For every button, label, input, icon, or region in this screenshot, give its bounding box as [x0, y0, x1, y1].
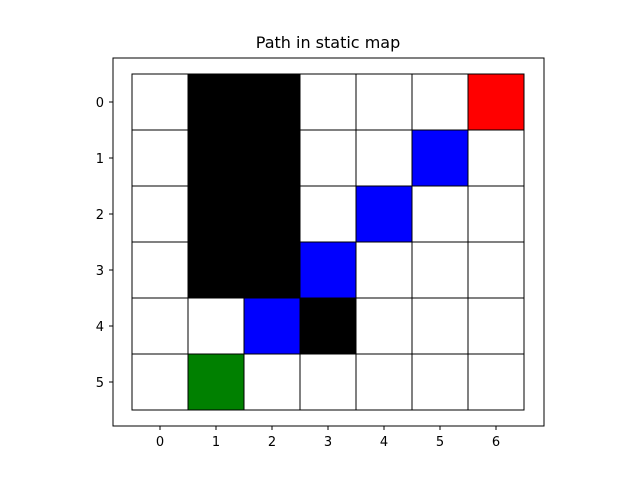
map-cell-obstacle-r3-c2 — [243, 241, 301, 299]
map-cell-free-r4-c0 — [131, 297, 189, 355]
x-tick-label: 4 — [380, 435, 388, 450]
map-cell-obstacle-r1-c1 — [187, 129, 245, 187]
y-tick-label: 1 — [96, 152, 104, 167]
map-cell-free-r2-c5 — [411, 185, 469, 243]
map-cell-path-r2-c4 — [355, 185, 413, 243]
map-cell-free-r5-c4 — [355, 353, 413, 411]
y-tick-label: 2 — [96, 208, 104, 223]
map-cell-free-r5-c3 — [299, 353, 357, 411]
map-cell-free-r5-c6 — [467, 353, 525, 411]
x-tick-label: 5 — [436, 435, 444, 450]
map-cell-path-r1-c5 — [411, 129, 469, 187]
map-cell-free-r1-c3 — [299, 129, 357, 187]
chart-title: Path in static map — [256, 33, 400, 52]
map-cell-obstacle-r2-c1 — [187, 185, 245, 243]
map-cell-path-r3-c3 — [299, 241, 357, 299]
map-cell-free-r1-c4 — [355, 129, 413, 187]
x-tick-label: 2 — [268, 435, 276, 450]
map-cell-free-r4-c4 — [355, 297, 413, 355]
y-tick-label: 4 — [96, 320, 104, 335]
map-cell-obstacle-r2-c2 — [243, 185, 301, 243]
map-cell-goal-r0-c6 — [467, 73, 525, 131]
map-cell-free-r0-c3 — [299, 73, 357, 131]
x-tick-label: 6 — [492, 435, 500, 450]
x-tick-label: 0 — [156, 435, 164, 450]
map-cell-free-r4-c1 — [187, 297, 245, 355]
map-cell-path-r4-c2 — [243, 297, 301, 355]
map-cell-free-r2-c3 — [299, 185, 357, 243]
map-cell-obstacle-r4-c3 — [299, 297, 357, 355]
map-cells — [131, 73, 525, 411]
map-cell-start-r5-c1 — [187, 353, 245, 411]
y-tick-label: 3 — [96, 264, 104, 279]
map-cell-free-r3-c4 — [355, 241, 413, 299]
y-tick-label: 0 — [96, 96, 104, 111]
axis-ticks: 0 1 2 3 4 5 6 0 1 2 3 4 5 — [96, 96, 500, 450]
map-cell-free-r3-c5 — [411, 241, 469, 299]
x-tick-label: 3 — [324, 435, 332, 450]
map-cell-free-r2-c6 — [467, 185, 525, 243]
y-tick-label: 5 — [96, 376, 104, 391]
map-cell-free-r1-c0 — [131, 129, 189, 187]
map-cell-free-r3-c6 — [467, 241, 525, 299]
map-cell-free-r4-c6 — [467, 297, 525, 355]
map-cell-free-r3-c0 — [131, 241, 189, 299]
map-cell-free-r5-c5 — [411, 353, 469, 411]
map-cell-free-r4-c5 — [411, 297, 469, 355]
map-cell-obstacle-r0-c2 — [243, 73, 301, 131]
map-cell-obstacle-r1-c2 — [243, 129, 301, 187]
map-cell-obstacle-r0-c1 — [187, 73, 245, 131]
map-cell-free-r2-c0 — [131, 185, 189, 243]
map-cell-free-r5-c2 — [243, 353, 301, 411]
x-tick-label: 1 — [212, 435, 220, 450]
map-cell-free-r5-c0 — [131, 353, 189, 411]
map-cell-free-r1-c6 — [467, 129, 525, 187]
map-cell-free-r0-c0 — [131, 73, 189, 131]
map-cell-free-r0-c5 — [411, 73, 469, 131]
map-cell-obstacle-r3-c1 — [187, 241, 245, 299]
map-cell-free-r0-c4 — [355, 73, 413, 131]
